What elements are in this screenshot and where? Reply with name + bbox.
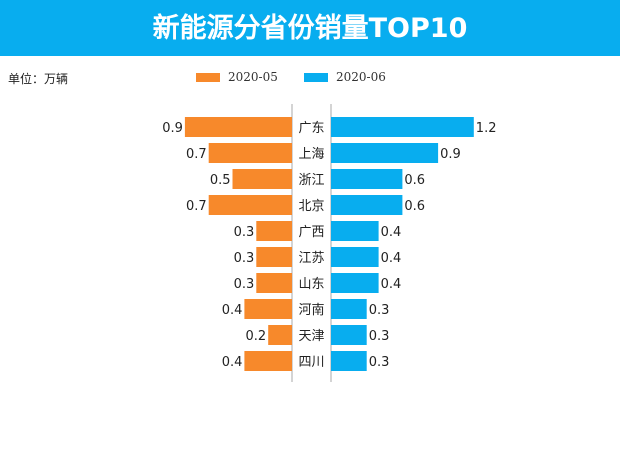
data-label: 0.6 (404, 173, 425, 188)
data-label: 0.3 (234, 277, 255, 292)
data-label: 1.2 (476, 121, 497, 136)
legend-label: 2020-06 (336, 70, 386, 84)
bar-2020-05 (184, 117, 292, 137)
category-label: 四川 (298, 355, 324, 370)
data-label: 0.7 (186, 147, 207, 162)
data-label: 0.4 (222, 303, 243, 318)
legend-label: 2020-05 (228, 70, 278, 84)
legend-item-2020-06: 2020-06 (304, 70, 386, 84)
category-label: 河南 (298, 302, 324, 318)
data-label: 0.3 (234, 225, 255, 240)
category-label: 广东 (298, 121, 324, 136)
bar-2020-05 (256, 221, 292, 241)
bar-2020-05 (268, 325, 292, 345)
bar-2020-06 (331, 221, 379, 241)
data-label: 0.4 (381, 277, 402, 292)
bar-2020-05 (208, 143, 292, 163)
data-label: 0.3 (234, 251, 255, 266)
bar-2020-06 (331, 299, 367, 319)
category-label: 上海 (298, 147, 324, 162)
data-label: 0.9 (162, 121, 183, 136)
chart-title: 新能源分省份销量TOP10 (0, 0, 620, 56)
bar-2020-05 (256, 247, 292, 267)
category-label: 江苏 (298, 250, 324, 266)
category-label: 北京 (298, 199, 324, 214)
unit-label: 单位：万辆 (8, 72, 69, 86)
legend-swatch (304, 73, 328, 82)
data-label: 0.4 (381, 225, 402, 240)
category-label: 浙江 (298, 173, 324, 188)
category-label: 广西 (298, 225, 324, 240)
bar-2020-05 (256, 273, 292, 293)
legend-item-2020-05: 2020-05 (196, 70, 278, 84)
data-label: 0.2 (246, 329, 267, 344)
data-label: 0.5 (210, 173, 231, 188)
data-label: 0.3 (369, 329, 390, 344)
bar-2020-05 (232, 169, 292, 189)
bar-2020-06 (331, 117, 474, 137)
bar-2020-06 (331, 351, 367, 371)
bar-2020-06 (331, 195, 403, 215)
category-label: 天津 (298, 329, 324, 344)
data-label: 0.4 (381, 251, 402, 266)
bar-2020-06 (331, 169, 403, 189)
category-label: 山东 (298, 277, 324, 292)
data-label: 0.9 (440, 147, 461, 162)
data-label: 0.3 (369, 303, 390, 318)
bar-2020-05 (208, 195, 292, 215)
data-label: 0.4 (222, 355, 243, 370)
bar-2020-05 (244, 299, 292, 319)
bar-2020-05 (244, 351, 292, 371)
data-label: 0.7 (186, 199, 207, 214)
data-label: 0.3 (369, 355, 390, 370)
bar-2020-06 (331, 143, 439, 163)
legend-swatch (196, 73, 220, 82)
bar-2020-06 (331, 325, 367, 345)
bar-2020-06 (331, 273, 379, 293)
bar-2020-06 (331, 247, 379, 267)
data-label: 0.6 (404, 199, 425, 214)
